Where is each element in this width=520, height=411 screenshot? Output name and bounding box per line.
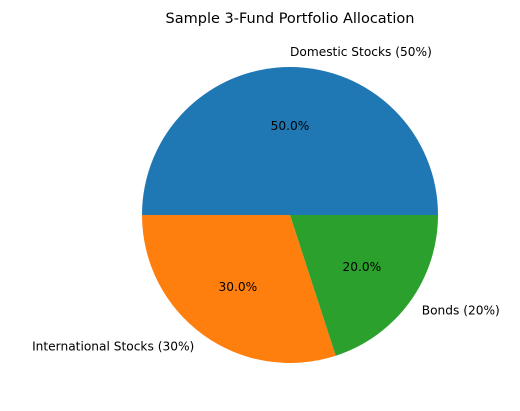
chart-title: Sample 3-Fund Portfolio Allocation bbox=[166, 11, 415, 27]
pie-slices bbox=[142, 67, 438, 363]
pie-pct-label-bonds: 20.0% bbox=[342, 260, 381, 274]
pie-slice-bonds bbox=[290, 215, 438, 356]
pie-labels: 50.0% Domestic Stocks (50%) 30.0% Internati… bbox=[32, 45, 500, 354]
pie-slice-domestic-stocks bbox=[142, 67, 438, 215]
pie-label-international-stocks: International Stocks (30%) bbox=[32, 340, 194, 354]
pie-label-bonds: Bonds (20%) bbox=[422, 304, 500, 318]
pie-label-domestic-stocks: Domestic Stocks (50%) bbox=[290, 45, 432, 59]
pie-pct-label-international-stocks: 30.0% bbox=[218, 280, 257, 294]
pie-pct-label-domestic-stocks: 50.0% bbox=[271, 119, 310, 133]
pie-slice-international-stocks bbox=[142, 215, 336, 363]
